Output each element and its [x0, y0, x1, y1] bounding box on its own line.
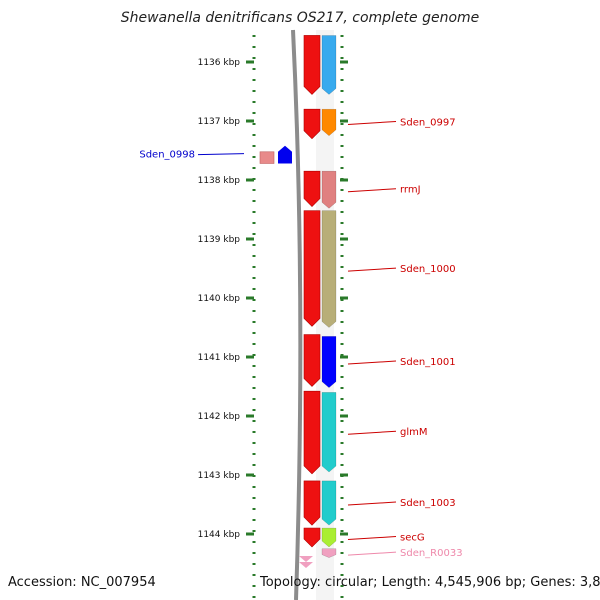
gene-feature — [321, 108, 337, 137]
scale-tick-label: 1143 kbp — [198, 471, 241, 481]
reverse-arrow-icon — [278, 145, 292, 164]
accession-label: Accession: NC_007954 — [8, 575, 156, 590]
scale-tick-label: 1136 kbp — [198, 58, 241, 68]
label-layer: Sden_0997 Sden_0998 rrmJ Sden_1000 Sden_1001… — [139, 117, 462, 559]
gene-label-leader — [347, 267, 397, 272]
gene-label-leader — [347, 188, 397, 193]
gene-label: Sden_R0033 — [400, 548, 463, 559]
scale-tick-label: 1139 kbp — [198, 235, 241, 245]
chevron-icon — [299, 556, 313, 562]
chevron-icon — [299, 562, 313, 568]
cds-arrow — [303, 108, 321, 140]
gene-layer — [259, 35, 337, 568]
gene-feature — [321, 336, 337, 389]
gene-label-leader — [347, 536, 397, 541]
gene-label: Sden_1001 — [400, 357, 456, 368]
gene-feature — [321, 392, 337, 473]
scale-tick-label: 1141 kbp — [198, 353, 241, 363]
strand-line — [291, 29, 303, 600]
scale-tick-label: 1137 kbp — [198, 117, 241, 127]
gene-feature — [321, 480, 337, 526]
gene-label: Sden_0998 — [139, 150, 195, 161]
gene-label-leader — [347, 360, 397, 365]
gene-label-leader — [197, 153, 245, 156]
page-title: Shewanella denitrificans OS217, complete… — [120, 10, 480, 26]
gene-label: glmM — [400, 427, 428, 438]
gene-label: rrmJ — [400, 185, 421, 196]
cds-arrow — [303, 170, 321, 207]
scale-tick-label: 1144 kbp — [198, 530, 241, 540]
gene-label-leader — [347, 120, 397, 125]
scale-tick-label: 1138 kbp — [198, 176, 241, 186]
gene-feature — [321, 527, 337, 548]
gene-feature — [321, 210, 337, 328]
gene-label: Sden_1003 — [400, 498, 456, 509]
cds-arrow — [303, 480, 321, 526]
scale-tick-label: 1142 kbp — [198, 412, 241, 422]
cds-arrow — [303, 390, 321, 475]
gene-feature — [321, 170, 337, 209]
cds-arrow — [303, 35, 321, 95]
gene-feature — [321, 548, 337, 558]
gene-label-leader — [347, 430, 397, 435]
gene-feature — [321, 35, 337, 95]
gene-feature — [259, 151, 275, 164]
gene-label: secG — [400, 533, 425, 544]
gene-label: Sden_1000 — [400, 264, 456, 275]
scale-layer: 1136 kbp 1137 kbp 1138 kbp 1139 kbp 1140 kbp… — [198, 35, 348, 600]
topology-label: Topology: circular; Length: 4,545,906 bp… — [260, 575, 600, 590]
cds-arrow — [303, 210, 321, 327]
gene-label-leader — [347, 551, 397, 556]
gene-label: Sden_0997 — [400, 117, 456, 128]
scale-tick-label: 1140 kbp — [198, 294, 241, 304]
gene-label-leader — [347, 501, 397, 506]
cds-arrow — [303, 334, 321, 387]
cds-arrow — [303, 527, 321, 548]
